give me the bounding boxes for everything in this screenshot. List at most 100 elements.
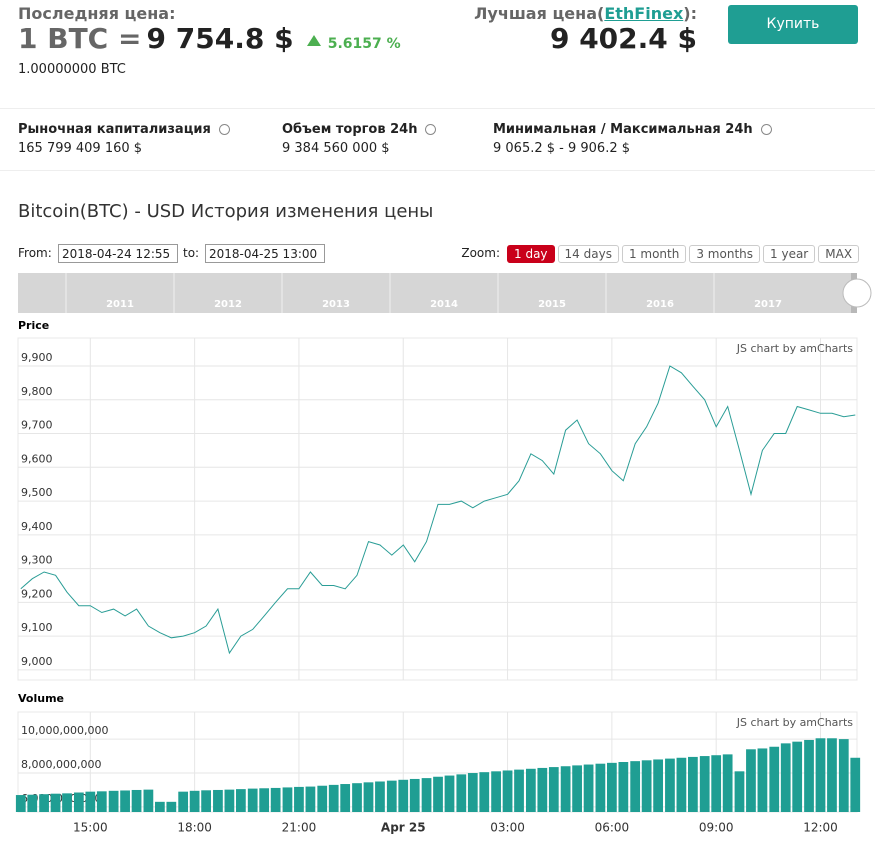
volume-bar [120, 790, 130, 812]
btc-amount: 1.00000000 BTC [18, 62, 126, 77]
best-price-label: Лучшая цена(EthFinex): [474, 4, 697, 23]
x-tick-label: 12:00 [803, 821, 838, 835]
zoom-button[interactable]: 1 day [507, 245, 555, 263]
volume-bar [757, 748, 768, 812]
volume-bar [178, 791, 189, 812]
volume-bar [294, 786, 304, 812]
volume-bar [247, 788, 258, 812]
history-title: Bitcoin(BTC) - USD История изменения цен… [18, 201, 434, 222]
navigator-year: 2015 [538, 299, 566, 310]
zoom-button[interactable]: 1 year [763, 245, 816, 263]
zoom-button[interactable]: 3 months [689, 245, 761, 263]
to-input[interactable]: 2018-04-25 13:00 [205, 244, 325, 263]
navigator-year: 2016 [646, 299, 674, 310]
y-tick-label: 9,100 [21, 621, 53, 634]
x-tick-label: 18:00 [177, 821, 212, 835]
volume-bar [479, 772, 490, 812]
volume-bar [154, 801, 165, 812]
y-tick-label: 9,300 [21, 554, 53, 567]
x-tick-label: 06:00 [595, 821, 630, 835]
volume-bar [525, 768, 536, 812]
volume-bar [699, 756, 710, 812]
volume-bar [409, 778, 420, 812]
volume-bar [421, 778, 432, 812]
volume-bar [467, 773, 478, 812]
last-price: 9 754.8 $ [146, 22, 294, 55]
from-input[interactable]: 2018-04-24 12:55 [58, 244, 178, 263]
volume-bar [108, 790, 119, 812]
volume-bar [39, 794, 49, 812]
best-price-prefix: Лучшая цена( [474, 4, 605, 23]
stat-value: 9 065.2 $ - 9 906.2 $ [493, 141, 631, 156]
chart-title: Volume [18, 692, 64, 705]
y-tick-label: 8,000,000,000 [21, 758, 101, 771]
volume-bar [804, 739, 814, 812]
volume-bar [213, 789, 223, 812]
volume-bar [444, 775, 455, 812]
volume-bar [340, 784, 351, 812]
volume-bar [502, 770, 513, 812]
volume-bar [352, 783, 362, 812]
stat-value: 165 799 409 160 $ [18, 141, 143, 156]
volume-bar [317, 785, 328, 812]
info-icon[interactable] [218, 124, 230, 135]
up-arrow [306, 35, 321, 46]
chart-title: Price [18, 319, 49, 332]
chart-credit: JS chart by amCharts [736, 716, 853, 729]
x-tick-label: 15:00 [73, 821, 108, 835]
stat-label: Рыночная капитализация [18, 122, 230, 137]
volume-bar [433, 776, 443, 812]
volume-bar [328, 784, 339, 812]
volume-bar [375, 781, 385, 812]
volume-bar [537, 767, 548, 812]
y-tick-label: 9,900 [21, 351, 53, 364]
y-tick-label: 9,800 [21, 385, 53, 398]
volume-bar [235, 789, 246, 812]
volume-bar [282, 787, 293, 812]
last-price-row: 1 BTC = 9 754.8 $ 5.6157 % [18, 22, 401, 55]
volume-bar [85, 791, 96, 812]
y-tick-label: 9,500 [21, 486, 53, 499]
y-tick-label: 9,000 [21, 655, 53, 668]
volume-bar [653, 759, 663, 812]
volume-bar [491, 771, 501, 812]
zoom-button[interactable]: 1 month [621, 245, 687, 263]
separator [0, 108, 875, 109]
x-tick-label: 09:00 [699, 821, 734, 835]
navigator-year: 2013 [322, 299, 350, 310]
volume-bar [572, 765, 582, 812]
y-tick-label: 10,000,000,000 [21, 724, 108, 737]
volume-bar [618, 762, 629, 812]
navigator-year: 2011 [106, 299, 134, 310]
last-price-unit: 1 BTC = [18, 22, 142, 55]
chart-credit: JS chart by amCharts [736, 342, 853, 355]
volume-bar [201, 790, 211, 812]
price-change: 5.6157 % [327, 36, 401, 52]
info-icon[interactable] [760, 124, 772, 135]
separator [0, 170, 875, 171]
buy-button[interactable]: Купить [728, 5, 858, 44]
exchange-link[interactable]: EthFinex [604, 4, 684, 23]
zoom-button[interactable]: MAX [818, 245, 860, 263]
volume-bar [838, 739, 849, 812]
volume-bar [96, 791, 107, 812]
volume-bar [363, 782, 374, 812]
stat-value: 9 384 560 000 $ [282, 141, 390, 156]
best-price: 9 402.4 $ [549, 22, 697, 55]
volume-bar [548, 767, 559, 812]
volume-bar [815, 738, 826, 812]
volume-bar [143, 789, 154, 812]
info-icon[interactable] [425, 124, 437, 135]
navigator-year: 2014 [430, 299, 458, 310]
zoom-button[interactable]: 14 days [557, 245, 619, 263]
to-label: to: [183, 246, 200, 260]
volume-bar [583, 764, 594, 812]
y-tick-label: 9,200 [21, 587, 53, 600]
volume-bar [780, 743, 791, 812]
x-tick-label: 21:00 [282, 821, 317, 835]
navigator [18, 273, 857, 313]
volume-bar [305, 786, 316, 812]
stat-label: Минимальная / Максимальная 24h [493, 122, 772, 137]
volume-bar [224, 789, 235, 812]
